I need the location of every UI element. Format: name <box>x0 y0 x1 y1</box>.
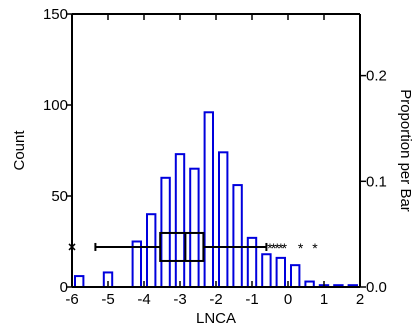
histogram-bar <box>146 213 157 288</box>
y2-tick-label: 0.1 <box>366 173 387 190</box>
histogram-bar <box>275 256 287 289</box>
boxplot-outlier: * <box>312 240 318 256</box>
x-tick-label: -1 <box>245 291 258 308</box>
boxplot-outlier: * <box>282 240 288 256</box>
y-axis-title: Count <box>11 130 28 171</box>
histogram-bar <box>261 253 272 289</box>
histogram-bar <box>232 184 243 288</box>
y2-tick-label: 0.2 <box>366 68 387 85</box>
y-tick-label: 50 <box>51 188 68 205</box>
x-tick-label: -2 <box>209 291 222 308</box>
histogram-bar <box>189 167 200 288</box>
x-tick-label: 1 <box>320 291 328 308</box>
boxplot-outlier: * <box>271 240 277 256</box>
y2-tick-label: 0.0 <box>366 279 387 296</box>
histogram-bar <box>290 264 301 289</box>
y-tick-label: 0 <box>60 279 68 296</box>
histogram-bars <box>74 111 359 289</box>
y-tick-label: 100 <box>43 97 68 114</box>
histogram-bar <box>74 275 85 288</box>
histogram-bar <box>174 153 186 288</box>
boxplot-outlier: * <box>267 240 273 256</box>
histogram-bar <box>218 151 229 288</box>
x-tick-label: 0 <box>284 291 292 308</box>
histogram-bar <box>131 240 143 288</box>
x-tick-label: -6 <box>65 291 78 308</box>
histogram-bar <box>246 236 258 288</box>
histogram-bar <box>203 111 215 288</box>
boxplot: ***** * * <box>68 231 318 262</box>
boxplot-outlier: * <box>274 240 280 256</box>
x-tick-label: -3 <box>173 291 186 308</box>
x-tick-label: 2 <box>356 291 364 308</box>
axes: -6 -5 -4 -3 -2 -1 0 1 2 0 50 100 150 0.0 0.1 0.2 <box>43 6 387 308</box>
x-axis-title: LNCA <box>196 310 236 327</box>
x-tick-label: -4 <box>137 291 150 308</box>
boxplot-box <box>159 231 205 262</box>
y-tick-label: 150 <box>43 6 68 23</box>
x-tick-label: -5 <box>101 291 114 308</box>
boxplot-outlier: * <box>298 240 304 256</box>
boxplot-outlier: * <box>278 240 284 256</box>
y2-axis-title: Proportion per Bar <box>397 89 414 212</box>
